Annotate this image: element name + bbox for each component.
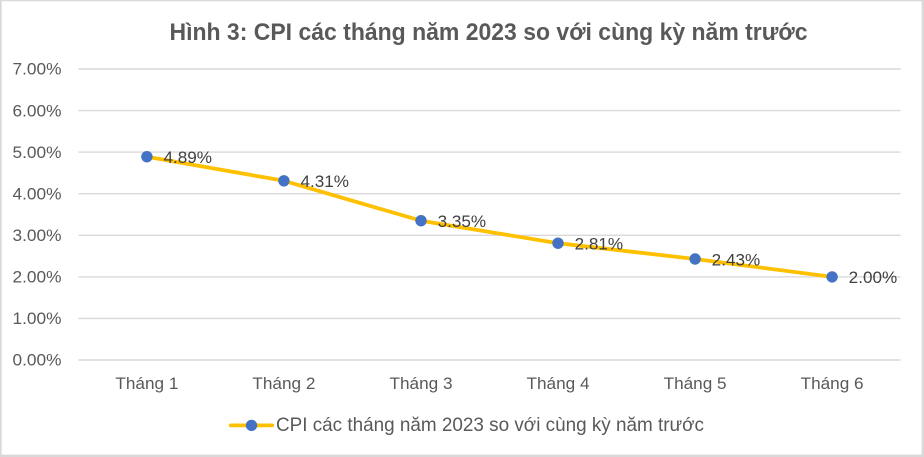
svg-text:Tháng 6: Tháng 6: [801, 375, 864, 393]
svg-text:3.35%: 3.35%: [438, 213, 487, 231]
svg-text:4.89%: 4.89%: [164, 149, 213, 167]
svg-text:Tháng 1: Tháng 1: [115, 375, 178, 393]
svg-text:4.00%: 4.00%: [13, 185, 62, 203]
svg-text:5.00%: 5.00%: [13, 144, 62, 162]
svg-text:3.00%: 3.00%: [13, 227, 62, 245]
svg-text:2.00%: 2.00%: [849, 269, 898, 287]
svg-text:CPI các tháng năm 2023 so với: CPI các tháng năm 2023 so với cùng kỳ nă…: [276, 415, 704, 436]
svg-text:Tháng 5: Tháng 5: [664, 375, 727, 393]
svg-text:6.00%: 6.00%: [13, 102, 62, 120]
svg-text:2.43%: 2.43%: [712, 251, 761, 269]
svg-text:0.00%: 0.00%: [13, 352, 62, 370]
svg-text:Tháng 2: Tháng 2: [252, 375, 315, 393]
svg-text:Tháng 4: Tháng 4: [527, 375, 590, 393]
svg-text:7.00%: 7.00%: [13, 61, 62, 79]
svg-text:2.00%: 2.00%: [13, 269, 62, 287]
svg-text:Hình 3: CPI các tháng năm 2023: Hình 3: CPI các tháng năm 2023 so với cù…: [170, 20, 808, 46]
svg-text:1.00%: 1.00%: [13, 310, 62, 328]
svg-text:4.31%: 4.31%: [301, 173, 350, 191]
svg-text:2.81%: 2.81%: [575, 236, 624, 254]
svg-text:Tháng 3: Tháng 3: [390, 375, 453, 393]
